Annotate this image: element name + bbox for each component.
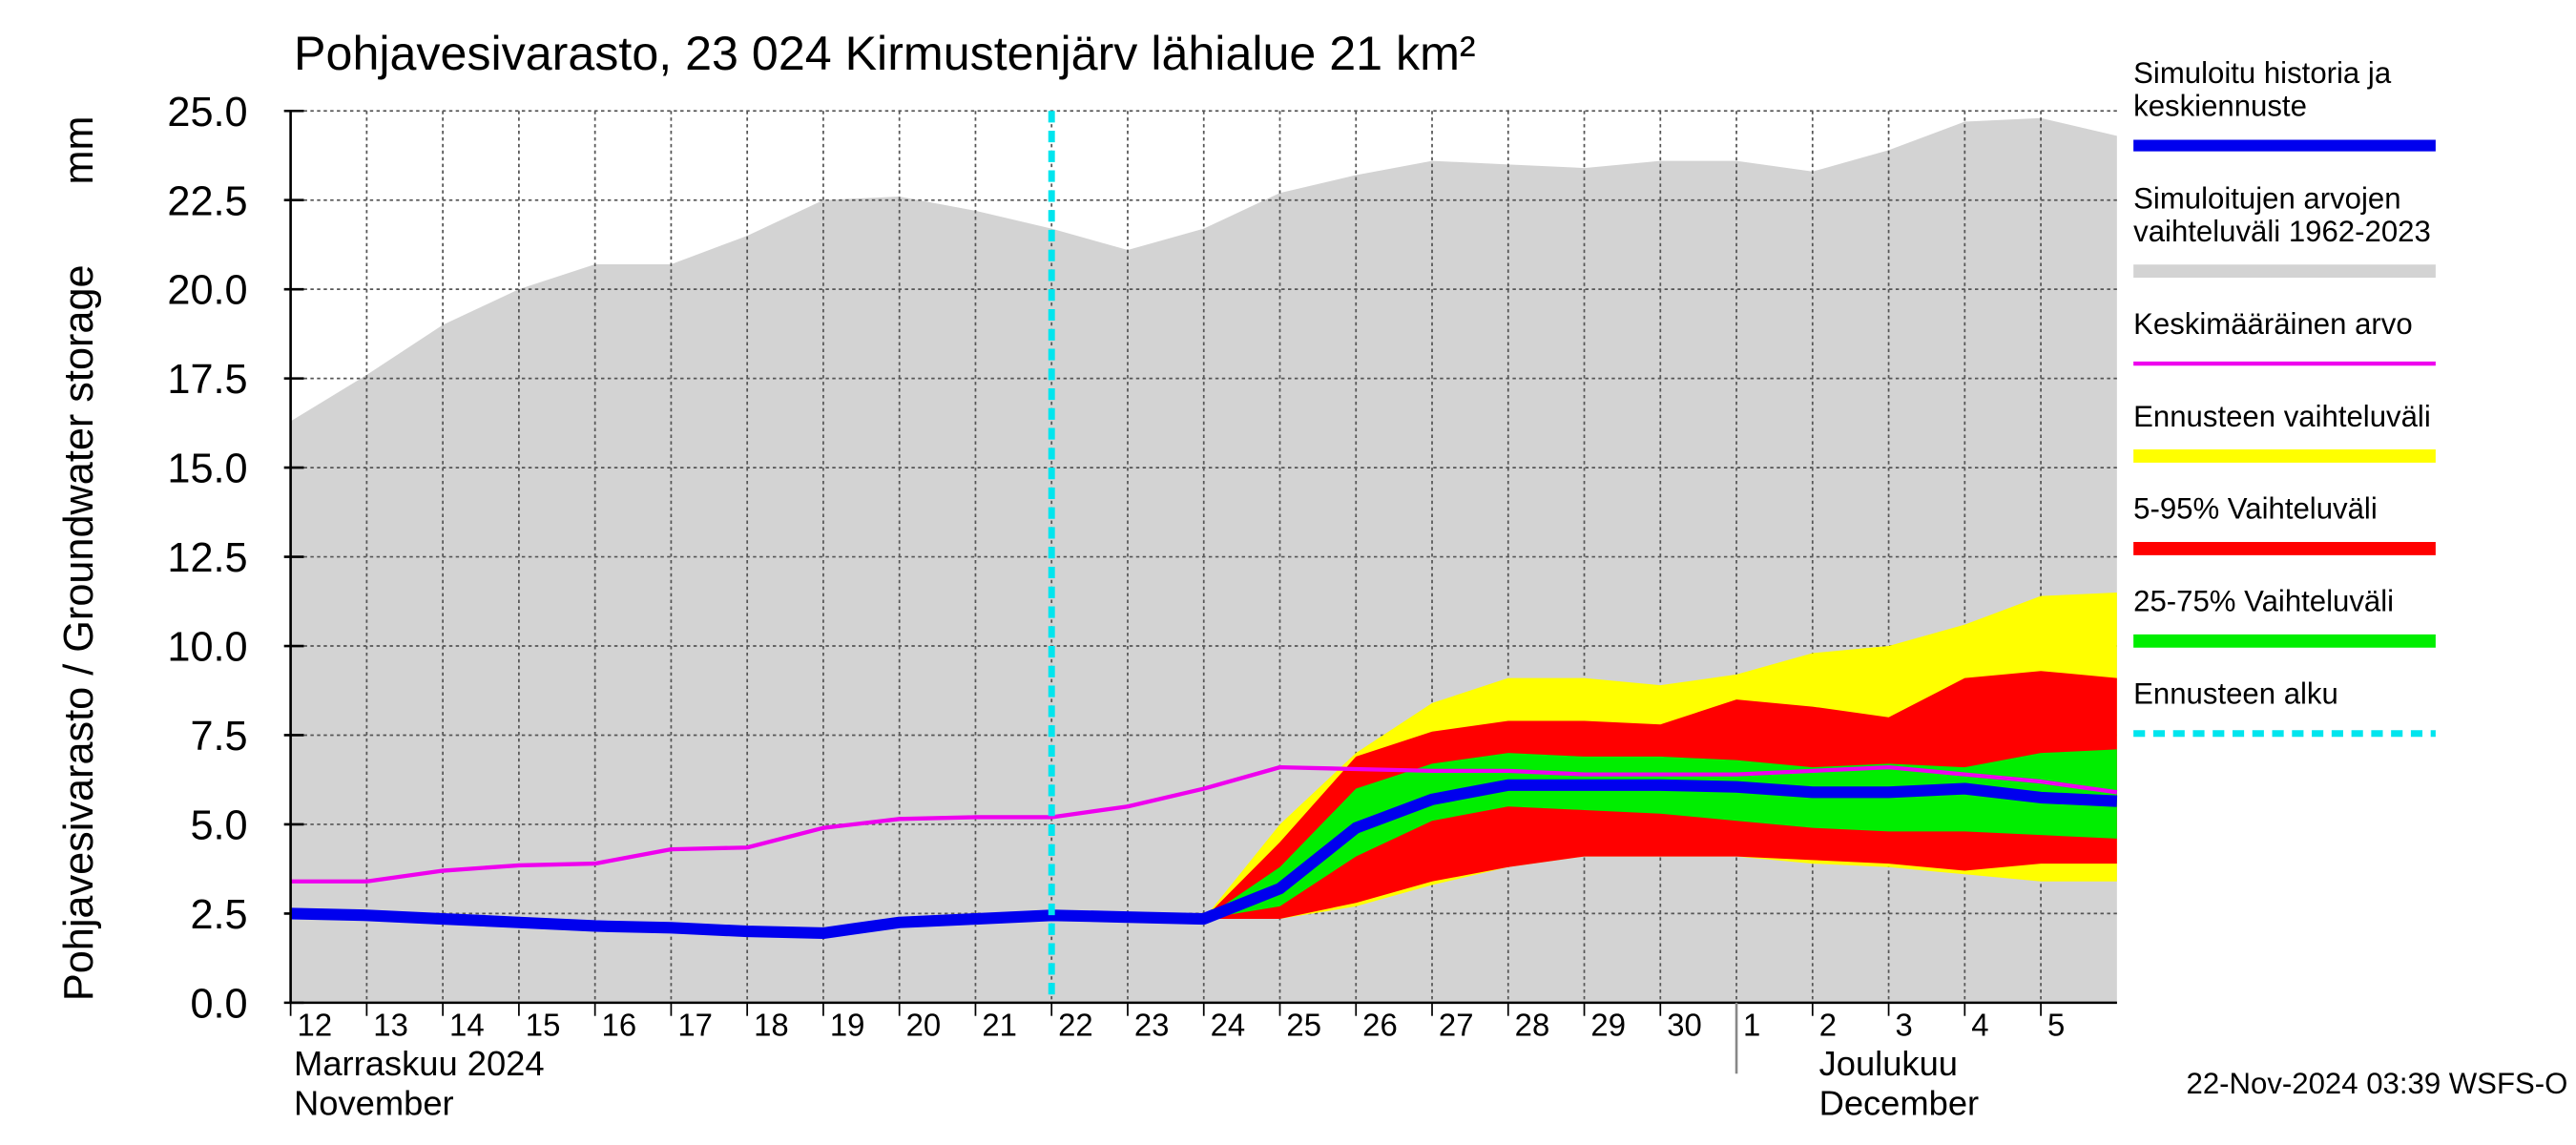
x-tick-label: 2 [1819,1007,1837,1042]
legend-label: Simuloitujen arvojen vaihteluväli 1962-20… [2133,181,2431,248]
legend-label: Ennusteen vaihteluväli [2133,400,2431,433]
x-tick-label: 3 [1895,1007,1912,1042]
y-tick-label: 17.5 [167,357,247,403]
month-label: November [294,1084,454,1123]
x-tick-label: 25 [1286,1007,1321,1042]
month-label: Marraskuu 2024 [294,1044,545,1083]
series-line [290,779,2118,940]
y-tick-label: 5.0 [190,803,247,849]
x-tick-label: 15 [526,1007,561,1042]
x-tick-label: 16 [602,1007,637,1042]
x-tick-label: 30 [1667,1007,1702,1042]
timestamp: 22-Nov-2024 03:39 WSFS-O [2187,1067,2568,1100]
x-tick-label: 5 [2047,1007,2065,1042]
y-tick-label: 2.5 [190,892,247,938]
x-tick-label: 27 [1439,1007,1474,1042]
x-tick-label: 23 [1134,1007,1170,1042]
series-line [290,764,2118,884]
month-label: December [1819,1084,1980,1123]
legend-label: Simuloitu historia ja keskiennuste [2133,56,2392,123]
month-label: Joulukuu [1819,1044,1958,1083]
y-tick-label: 25.0 [167,90,247,135]
x-tick-label: 28 [1515,1007,1550,1042]
legend-label: 5-95% Vaihteluväli [2133,492,2378,526]
legend-label: 25-75% Vaihteluväli [2133,585,2394,618]
x-tick-label: 12 [298,1007,333,1042]
x-tick-label: 21 [982,1007,1017,1042]
y-tick-label: 0.0 [190,981,247,1027]
legend-label: Keskimääräinen arvo [2133,307,2413,341]
x-tick-label: 26 [1362,1007,1398,1042]
x-tick-label: 13 [373,1007,408,1042]
x-tick-label: 4 [1971,1007,1988,1042]
x-tick-label: 1 [1743,1007,1760,1042]
y-tick-label: 12.5 [167,535,247,581]
chart-title: Pohjavesivarasto, 23 024 Kirmustenjärv l… [294,27,1476,80]
y-tick-label: 20.0 [167,268,247,314]
x-tick-label: 29 [1590,1007,1626,1042]
y-tick-label: 7.5 [190,714,247,760]
y-tick-label: 22.5 [167,178,247,224]
legend-label: Ennusteen alku [2133,677,2338,711]
x-tick-label: 20 [906,1007,942,1042]
x-tick-label: 17 [677,1007,713,1042]
x-tick-label: 18 [754,1007,789,1042]
y-tick-label: 15.0 [167,447,247,492]
x-tick-label: 24 [1211,1007,1246,1042]
y-axis-unit: mm [56,115,102,184]
x-tick-label: 19 [830,1007,865,1042]
y-tick-label: 10.0 [167,625,247,671]
x-tick-label: 14 [449,1007,485,1042]
y-axis-label: Pohjavesivarasto / Groundwater storage [56,264,102,1001]
x-tick-label: 22 [1058,1007,1093,1042]
